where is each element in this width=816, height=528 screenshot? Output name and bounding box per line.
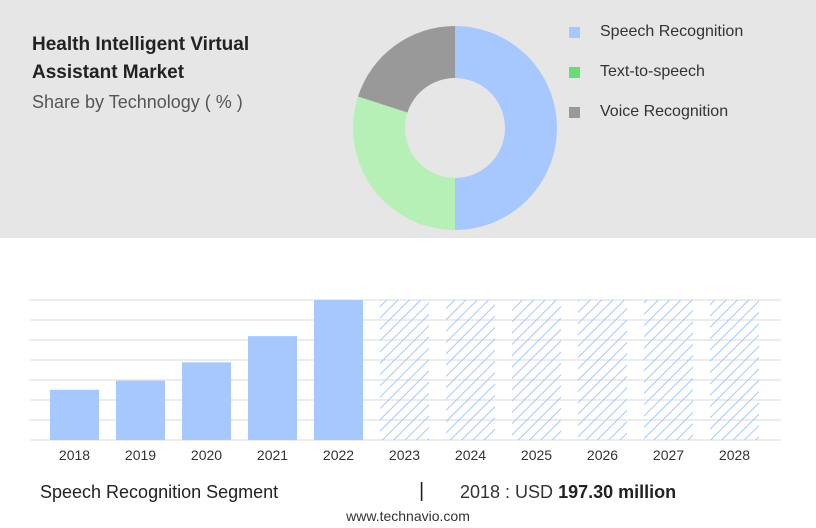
- legend-item-tts: Text-to-speech: [569, 52, 743, 92]
- chart-title: Health Intelligent Virtual Assistant Mar…: [32, 34, 250, 83]
- x-tick-label-2020: 2020: [191, 447, 222, 463]
- x-tick-label-2024: 2024: [455, 447, 486, 463]
- legend-label-speech: Speech Recognition: [600, 23, 744, 40]
- x-tick-label-2018: 2018: [59, 447, 90, 463]
- legend-item-voice: Voice Recognition: [569, 92, 743, 132]
- donut-chart: [352, 26, 557, 230]
- legend-item-speech: Speech Recognition: [569, 12, 743, 52]
- forecast-bar-2028: [710, 300, 759, 440]
- donut-slice-speech: [455, 26, 557, 230]
- x-tick-label-2021: 2021: [257, 447, 288, 463]
- legend-label-voice: Voice Recognition: [600, 103, 729, 120]
- chart-subtitle: Share by Technology ( % ): [32, 92, 243, 112]
- x-tick-label-2019: 2019: [125, 447, 156, 463]
- summary-panel: Health Intelligent Virtual Assistant Mar…: [0, 0, 816, 238]
- x-tick-label-2027: 2027: [653, 447, 684, 463]
- x-tick-label-2023: 2023: [389, 447, 420, 463]
- forecast-bar-2026: [578, 300, 627, 440]
- segment-label: Speech Recognition Segment: [40, 482, 279, 502]
- segment-value: 2018 : USD 197.30 million: [460, 482, 676, 503]
- bar-2019: [116, 380, 165, 440]
- x-tick-label-2022: 2022: [323, 447, 354, 463]
- forecast-bar-2025: [512, 300, 561, 440]
- forecast-bar-2024: [446, 300, 495, 440]
- legend-swatch-tts: [569, 66, 580, 78]
- donut-slice-tts: [352, 96, 455, 230]
- legend: Speech Recognition Text-to-speech Voice …: [569, 12, 743, 132]
- source-link[interactable]: www.technavio.com: [346, 508, 470, 524]
- bar-chart: 2018 2019 2020 2021 2022 2023 2024 2025 2026 2027…: [30, 299, 781, 463]
- footer-separator: |: [419, 480, 425, 502]
- legend-swatch-voice: [569, 106, 580, 118]
- bar-2022: [314, 300, 363, 440]
- donut-slice-voice: [357, 26, 455, 113]
- legend-label-tts: Text-to-speech: [600, 63, 705, 80]
- bar-2018: [50, 389, 99, 440]
- legend-swatch-speech: [569, 26, 580, 38]
- bar-2021: [248, 336, 297, 440]
- segment-value-amount: 197.30 million: [558, 482, 677, 502]
- segment-value-prefix: 2018 : USD: [460, 482, 554, 502]
- forecast-bar-2027: [644, 300, 693, 440]
- bar-2020: [182, 362, 231, 440]
- forecast-bar-2023: [380, 300, 429, 440]
- x-tick-label-2026: 2026: [587, 447, 618, 463]
- x-tick-label-2025: 2025: [521, 447, 552, 463]
- x-tick-label-2028: 2028: [719, 447, 750, 463]
